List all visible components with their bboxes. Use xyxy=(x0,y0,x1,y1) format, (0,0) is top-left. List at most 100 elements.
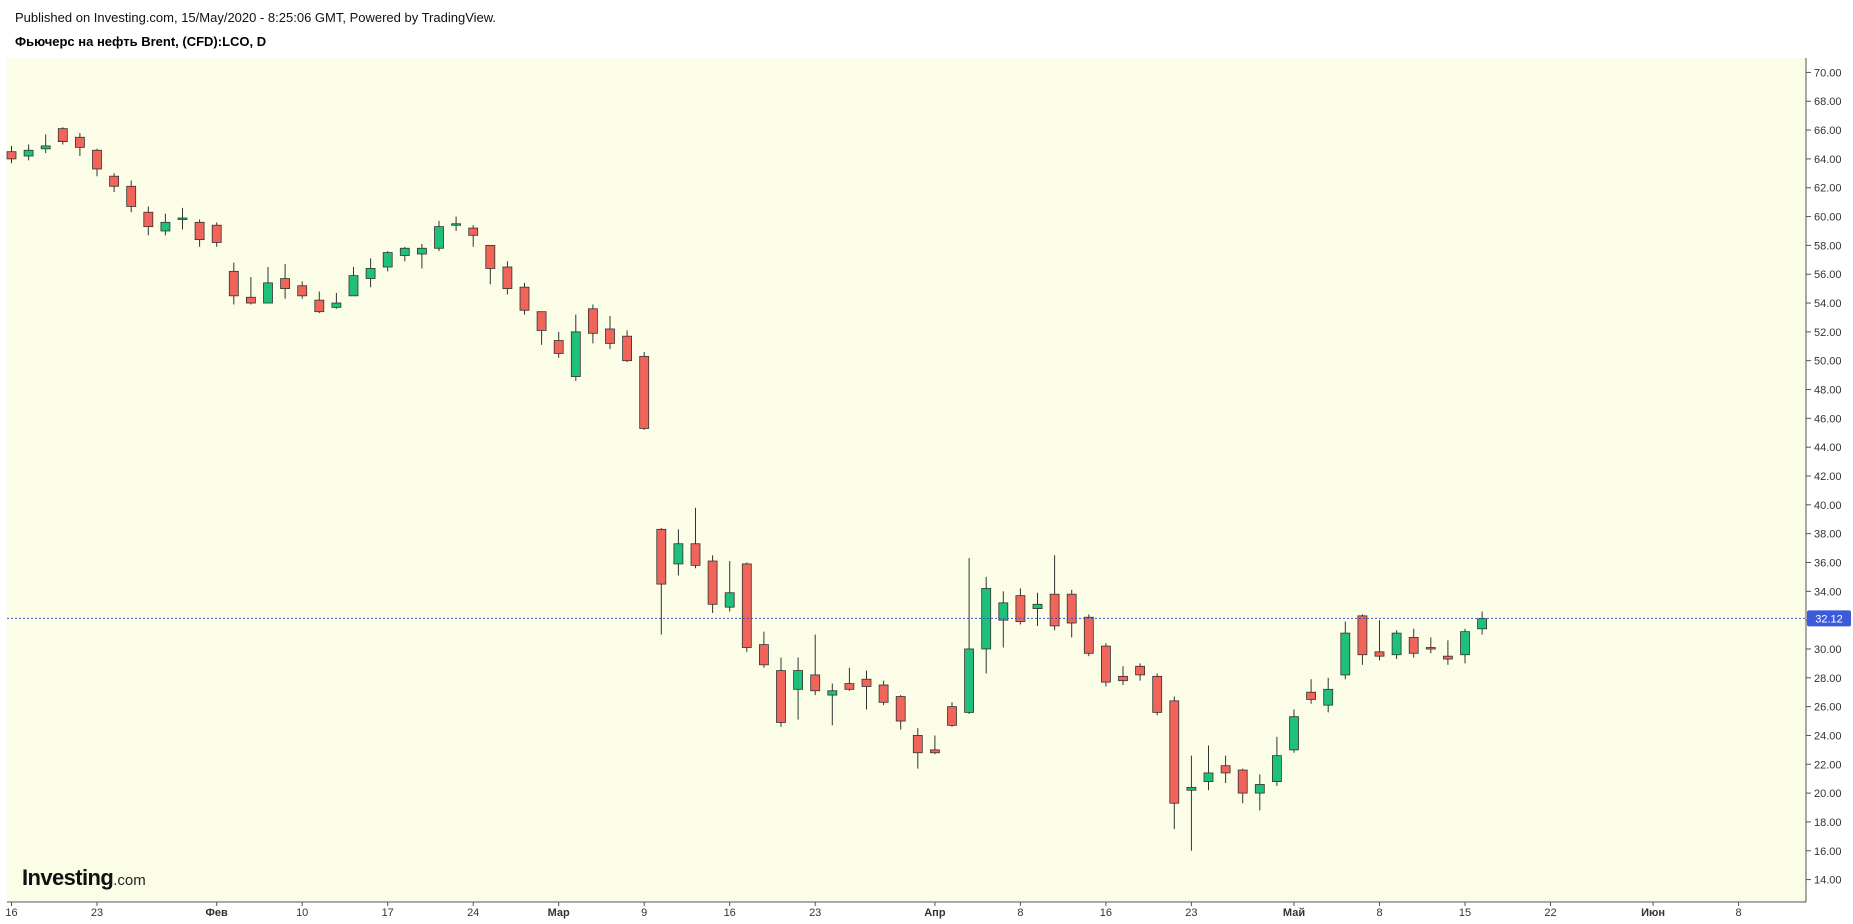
candle[interactable] xyxy=(639,352,650,430)
candle[interactable] xyxy=(707,555,718,613)
candle[interactable] xyxy=(759,631,769,668)
candle[interactable] xyxy=(1083,614,1094,657)
candle[interactable] xyxy=(1254,774,1265,811)
candle[interactable] xyxy=(1066,589,1077,638)
candle[interactable] xyxy=(1118,666,1128,685)
candle[interactable] xyxy=(92,148,102,177)
candle[interactable] xyxy=(1408,628,1419,658)
candle[interactable] xyxy=(964,558,974,714)
candle[interactable] xyxy=(211,222,222,247)
candle[interactable] xyxy=(536,311,547,345)
candle-body-down xyxy=(605,328,615,344)
candle[interactable] xyxy=(1323,677,1334,713)
candle[interactable] xyxy=(177,207,188,230)
candle[interactable] xyxy=(1237,768,1248,804)
candle[interactable] xyxy=(416,243,427,269)
candle[interactable] xyxy=(1032,592,1043,626)
candle[interactable] xyxy=(1220,755,1231,784)
candle[interactable] xyxy=(382,251,393,272)
candle[interactable] xyxy=(605,316,615,350)
candle[interactable] xyxy=(1477,611,1487,635)
candle[interactable] xyxy=(6,145,17,164)
candle[interactable] xyxy=(570,314,581,381)
candle[interactable] xyxy=(588,304,598,344)
candle[interactable] xyxy=(1101,643,1111,687)
candle[interactable] xyxy=(1357,614,1368,665)
candle[interactable] xyxy=(1203,745,1214,791)
candle[interactable] xyxy=(673,529,684,576)
candle[interactable] xyxy=(878,680,889,706)
candle[interactable] xyxy=(981,576,992,674)
candle[interactable] xyxy=(228,262,239,305)
candle-body-down xyxy=(1237,769,1248,794)
candle[interactable] xyxy=(1425,637,1436,654)
candle[interactable] xyxy=(519,282,530,315)
candle[interactable] xyxy=(57,127,68,145)
candle[interactable] xyxy=(1306,679,1316,704)
candle[interactable] xyxy=(622,330,632,363)
candle[interactable] xyxy=(1186,755,1197,851)
candle[interactable] xyxy=(1460,628,1470,664)
candle[interactable] xyxy=(75,132,85,157)
plot-area xyxy=(7,58,1806,902)
published-info: Published on Investing.com, 15/May/2020 … xyxy=(15,10,497,25)
candle[interactable] xyxy=(109,173,119,193)
candle[interactable] xyxy=(434,220,444,252)
candle[interactable] xyxy=(1340,621,1351,680)
candle[interactable] xyxy=(331,292,342,309)
candle[interactable] xyxy=(40,134,51,154)
candle[interactable] xyxy=(656,527,667,635)
candle[interactable] xyxy=(998,591,1009,648)
candle[interactable] xyxy=(1272,736,1282,786)
candle[interactable] xyxy=(844,667,855,691)
candle[interactable] xyxy=(314,291,325,314)
candle[interactable] xyxy=(690,507,701,569)
candle[interactable] xyxy=(930,735,940,755)
candle[interactable] xyxy=(280,264,291,299)
time-axis[interactable]: 16 23 Фев 10 17 24 Мар 9 16 23 Апр 8 16 23 Май 8 15 22 Июн… xyxy=(5,902,1742,919)
candle[interactable] xyxy=(1391,630,1402,660)
candle[interactable] xyxy=(724,561,735,612)
candle-body-up xyxy=(263,282,273,304)
candle[interactable] xyxy=(263,267,273,304)
candle[interactable] xyxy=(1152,673,1163,716)
candle[interactable] xyxy=(348,267,359,297)
candle[interactable] xyxy=(451,216,462,231)
candle[interactable] xyxy=(912,728,923,769)
candle-body-down xyxy=(314,299,325,313)
candle[interactable] xyxy=(365,258,376,288)
candle[interactable] xyxy=(895,695,906,730)
candle-body-down xyxy=(228,270,239,297)
candle[interactable] xyxy=(399,246,410,262)
candle[interactable] xyxy=(1135,663,1145,681)
price-axis[interactable]: 14.00 16.00 18.00 20.00 22.00 24.00 26.00 28.00… xyxy=(1806,67,1842,887)
candle[interactable] xyxy=(245,277,256,305)
candle-body-down xyxy=(776,670,786,723)
candle-body-down xyxy=(878,684,889,703)
candle[interactable] xyxy=(1374,620,1385,661)
candle[interactable] xyxy=(143,206,154,236)
candle[interactable] xyxy=(1289,709,1299,753)
candle[interactable] xyxy=(23,144,34,161)
candle[interactable] xyxy=(297,281,308,299)
candle[interactable] xyxy=(1049,555,1060,631)
candle[interactable] xyxy=(126,180,137,213)
candle[interactable] xyxy=(468,225,479,247)
candle[interactable] xyxy=(810,634,821,696)
candle[interactable] xyxy=(741,562,752,652)
candle[interactable] xyxy=(553,331,564,358)
candle[interactable] xyxy=(1443,640,1453,665)
candle[interactable] xyxy=(861,670,872,710)
candle[interactable] xyxy=(485,244,496,285)
candle[interactable] xyxy=(160,213,171,236)
candle[interactable] xyxy=(1169,696,1180,830)
candle[interactable] xyxy=(793,657,803,720)
candle[interactable] xyxy=(502,261,513,295)
candle[interactable] xyxy=(194,219,205,247)
candle-body-down xyxy=(297,285,308,297)
candle[interactable] xyxy=(827,683,838,726)
candle-body-down xyxy=(1101,645,1111,683)
candle[interactable] xyxy=(947,702,957,727)
candle[interactable] xyxy=(776,657,786,727)
